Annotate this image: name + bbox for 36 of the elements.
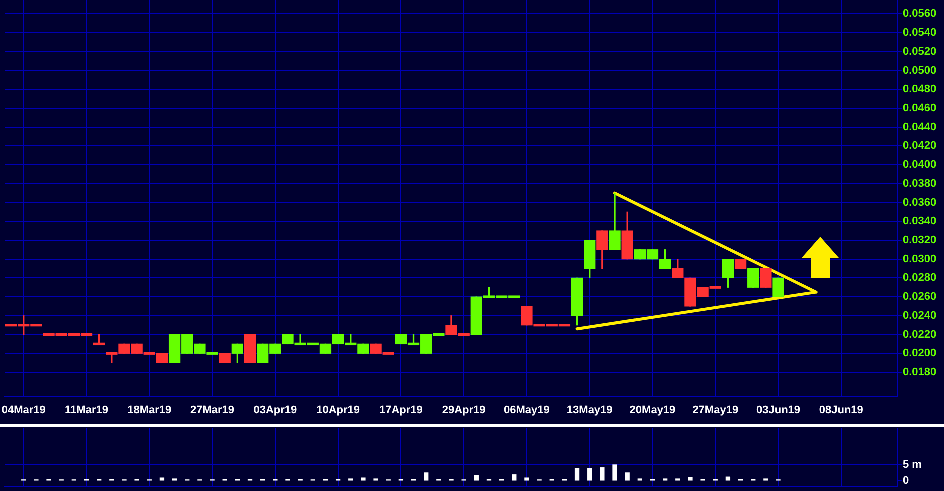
x-tick-label: 13May19 <box>566 404 613 417</box>
x-tick-label: 18Mar19 <box>128 404 172 417</box>
x-tick-label: 29Apr19 <box>442 404 486 417</box>
y-tick-label: 0.0360 <box>903 196 937 209</box>
y-tick-label: 0.0440 <box>903 121 937 134</box>
x-tick-label: 03Jun19 <box>756 404 801 417</box>
x-tick-label: 06May19 <box>504 404 550 417</box>
y-tick-label: 0.0200 <box>903 348 937 360</box>
y-tick-label: 0.0560 <box>903 8 937 20</box>
x-tick-label: 17Apr19 <box>379 404 423 417</box>
y-tick-label: 0.0500 <box>903 64 937 77</box>
x-tick-label: 04Mar19 <box>2 404 46 417</box>
y-tick-label: 0.0180 <box>903 366 937 379</box>
y-tick-label: 0.0340 <box>903 216 937 228</box>
y-tick-label: 0.0320 <box>903 234 937 246</box>
y-tick-label: 0.0480 <box>903 84 937 96</box>
x-tick-label: 27Mar19 <box>190 404 235 417</box>
y-tick-label: 0 <box>903 474 910 487</box>
y-tick-label: 0.0540 <box>903 27 937 40</box>
y-tick-label: 0.0460 <box>903 102 937 114</box>
x-tick-label: 10Apr19 <box>316 404 360 417</box>
y-tick-label: 0.0220 <box>903 328 937 341</box>
y-tick-label: 0.0280 <box>903 272 937 284</box>
y-tick-label: 0.0260 <box>903 291 937 304</box>
y-tick-label: 0.0300 <box>903 253 937 266</box>
y-tick-label: 0.0380 <box>903 178 937 190</box>
y-tick-label: 0.0400 <box>903 159 937 172</box>
y-tick-label: 0.0240 <box>903 310 937 322</box>
x-tick-label: 08Jun19 <box>819 404 864 417</box>
x-tick-label: 11Mar19 <box>65 404 108 417</box>
y-tick-label: 0.0520 <box>903 46 937 58</box>
y-tick-label: 0.0420 <box>903 140 937 152</box>
x-tick-label: 20May19 <box>630 404 676 417</box>
x-tick-label: 27May19 <box>692 404 739 417</box>
y-tick-label: 5 m <box>903 459 922 472</box>
x-tick-label: 03Apr19 <box>254 404 298 417</box>
